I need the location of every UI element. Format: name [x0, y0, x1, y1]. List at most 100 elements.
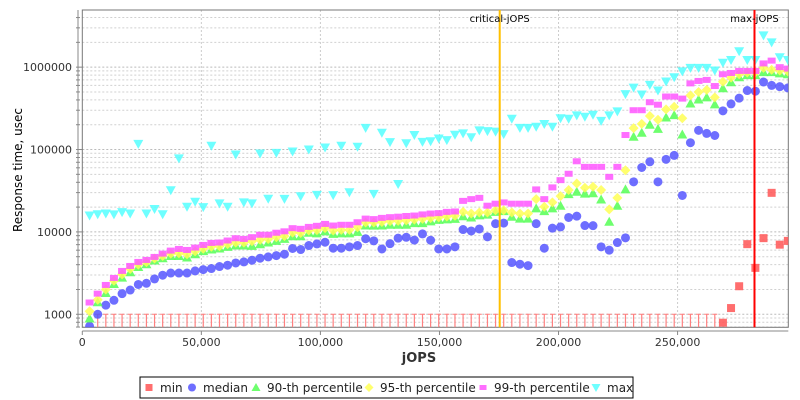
data-point [717, 76, 728, 87]
data-points [84, 31, 789, 328]
data-point [84, 306, 95, 317]
data-point [652, 123, 663, 133]
data-point [207, 239, 216, 246]
data-point [531, 194, 542, 205]
data-point [345, 221, 354, 228]
data-point [555, 200, 566, 210]
data-point [701, 84, 712, 95]
data-point [385, 138, 396, 148]
data-point [417, 229, 427, 239]
data-point [523, 123, 534, 133]
data-point [506, 207, 517, 218]
data-point [701, 63, 712, 73]
data-point [263, 194, 274, 204]
data-point [775, 240, 784, 249]
data-point [523, 261, 533, 271]
data-point [644, 111, 655, 122]
data-point [548, 184, 557, 191]
data-point [661, 104, 672, 115]
data-point [515, 200, 524, 207]
data-point [190, 266, 200, 276]
x-axis-title: jOPS [401, 351, 436, 366]
data-point [344, 242, 354, 252]
data-point [214, 262, 224, 272]
data-point [677, 190, 687, 200]
data-point [571, 186, 582, 196]
data-point [206, 141, 217, 151]
data-point [766, 38, 777, 48]
data-point [718, 106, 728, 116]
series-90-th-percentile [84, 67, 789, 323]
data-point [775, 64, 784, 71]
data-point [694, 77, 703, 84]
data-point [709, 66, 720, 76]
data-point [605, 173, 614, 180]
series-median [85, 77, 789, 328]
data-point [571, 111, 582, 121]
data-point [133, 139, 144, 149]
data-point [653, 177, 663, 187]
data-point [410, 212, 419, 219]
data-point [661, 154, 671, 164]
data-point [174, 245, 183, 252]
data-point [466, 208, 477, 219]
data-point [766, 64, 777, 75]
data-point [490, 127, 501, 137]
data-point [158, 250, 167, 257]
data-point [571, 178, 582, 189]
data-point [491, 219, 501, 229]
legend-marker-icon [188, 383, 196, 392]
data-point [596, 116, 607, 126]
data-point [564, 170, 573, 177]
data-point [409, 131, 420, 141]
data-point [726, 99, 736, 109]
data-point [369, 216, 378, 223]
data-point [636, 118, 647, 129]
data-point [84, 313, 95, 323]
data-point [109, 295, 119, 305]
data-point [246, 199, 257, 209]
data-point [320, 143, 331, 153]
data-point [514, 123, 525, 133]
data-point [644, 80, 655, 90]
series-min [95, 188, 789, 328]
data-point [775, 82, 785, 92]
data-point [92, 210, 103, 220]
data-point [710, 131, 720, 141]
data-point [198, 265, 208, 275]
legend-marker-icon [479, 385, 487, 390]
data-point [621, 132, 630, 139]
data-point [579, 182, 590, 193]
legend-marker-icon [591, 384, 601, 392]
data-point [735, 282, 744, 291]
data-point [206, 264, 216, 274]
marker-lines: critical-jOPS max-jOPS [470, 10, 779, 328]
data-point [539, 243, 549, 253]
data-point [572, 158, 581, 165]
data-point [311, 190, 322, 200]
data-point [596, 242, 606, 252]
data-point [377, 214, 386, 221]
data-point [613, 163, 622, 170]
data-point [376, 128, 387, 138]
data-point [336, 141, 347, 151]
data-point [774, 53, 785, 63]
data-point [109, 274, 118, 281]
data-point [686, 80, 695, 87]
data-point [482, 127, 493, 137]
data-point [612, 107, 623, 117]
data-point [498, 130, 509, 140]
data-point [279, 249, 289, 259]
data-point [727, 69, 736, 76]
data-point [434, 210, 443, 217]
data-point [458, 129, 469, 139]
data-point [661, 77, 672, 87]
data-point [612, 200, 623, 210]
legend-label: median [203, 381, 248, 395]
data-point [466, 133, 477, 143]
data-point [709, 99, 720, 109]
data-point [555, 114, 566, 124]
data-point [474, 207, 485, 218]
data-point [653, 101, 662, 108]
